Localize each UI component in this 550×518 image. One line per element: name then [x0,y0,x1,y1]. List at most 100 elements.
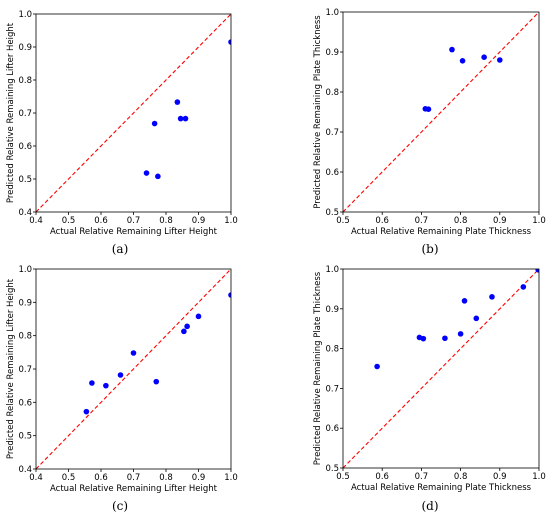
reference-line [35,13,232,213]
y-tick-label: 0.7 [325,128,339,138]
x-tick-label: 0.9 [493,472,507,482]
y-tick-label: 0.5 [325,208,339,218]
data-point [182,115,189,122]
data-point [374,363,380,370]
y-axis-label: Predicted Relative Remaining Plate Thick… [313,271,323,465]
data-points [422,6,542,112]
data-point [536,6,542,12]
x-axis-label: Actual Relative Remaining Lifter Height [50,227,218,237]
chart-panel-3: 0.4 0.5 0.6 0.7 0.8 0.9 1.0 0.4 0.5 0.6 0.7 0.8 0.9 1… [6,265,238,513]
y-tick-label: 0.5 [325,464,339,474]
data-point [459,58,466,64]
y-tick-label: 0.9 [325,48,339,58]
x-tick-label: 1.0 [224,473,238,483]
data-point [228,292,231,298]
data-point [117,372,124,378]
x-axis-label: Actual Relative Remaining Lifter Height [50,484,218,494]
data-point [143,170,150,176]
x-tick-label: 0.6 [375,216,389,226]
data-point [103,382,109,389]
x-tick-label: 0.6 [94,216,108,226]
x-tick-label: 0.7 [127,216,141,226]
panel-caption: (a) [112,242,129,256]
data-point [174,99,181,105]
x-tick-label: 0.5 [62,216,76,226]
reference-line [342,11,540,213]
y-tick-label: 0.7 [18,109,32,119]
chart-panel-2: 0.5 0.6 0.7 0.8 0.9 1.00.50.60.70.80.91.0Actu… [313,6,546,256]
data-point [155,173,161,180]
y-tick-label: 0.4 [18,465,32,475]
y-tick-label: 0.9 [325,305,339,315]
panel-caption: (c) [112,499,128,513]
y-tick-label: 1.0 [325,8,339,18]
data-point [153,378,160,385]
y-tick-label: 1.0 [325,265,339,275]
reference-line [35,268,232,470]
data-point [442,335,448,342]
y-axis-label: Predicted Relative Remaining Plate Thick… [313,15,323,209]
y-tick-label: 0.6 [18,142,32,152]
y-tick-label: 0.7 [325,384,339,394]
x-tick-label: 0.4 [29,473,43,483]
data-point [130,350,137,356]
x-axis-label: Actual Relative Remaining Plate Thicknes… [351,483,532,493]
y-tick-label: 0.4 [18,208,32,218]
x-axis-label: Actual Relative Remaining Plate Thicknes… [351,227,532,237]
data-point [461,298,468,304]
x-tick-label: 0.6 [94,473,108,483]
data-points [83,292,231,415]
y-axis-label: Predicted Relative Remaining Lifter Heig… [6,278,16,459]
y-tick-label: 0.8 [325,345,339,355]
y-tick-label: 0.6 [18,398,32,408]
panel-caption: (d) [421,499,438,513]
x-tick-label: 0.5 [336,216,350,226]
data-point [228,39,231,45]
y-tick-label: 0.8 [18,332,32,342]
x-tick-label: 0.8 [454,216,468,226]
data-point [481,54,487,60]
data-point [535,269,539,273]
y-tick-label: 0.8 [325,88,339,98]
data-point [473,315,480,322]
y-tick-label: 0.9 [18,43,32,53]
panel-caption: (b) [421,242,438,256]
x-tick-label: 0.5 [336,472,350,482]
y-tick-label: 0.5 [18,175,32,185]
x-tick-label: 0.8 [159,473,173,483]
y-tick-label: 0.5 [18,432,32,442]
data-point [177,115,184,122]
data-point [181,328,187,335]
x-tick-label: 0.4 [29,216,43,226]
data-point [420,335,427,342]
reference-line [342,268,540,469]
data-point [89,380,95,386]
y-tick-label: 0.7 [18,365,32,375]
x-tick-label: 0.6 [375,472,389,482]
data-point [457,331,464,337]
x-tick-label: 1.0 [532,472,546,482]
x-tick-label: 0.5 [62,473,76,483]
data-points [374,269,539,370]
x-tick-label: 0.8 [159,216,173,226]
x-tick-label: 0.7 [415,472,429,482]
chart-panel-1: 0.4 0.5 0.6 0.7 0.8 0.9 1.0 0.4 0.5 0.6 0.7 0.8 0.9 1… [6,10,238,256]
chart-panel-4: 0.5 0.6 0.7 0.8 0.9 1.00.50.60.70.80.91.0Actu… [313,265,546,513]
y-tick-label: 0.8 [18,76,32,86]
y-tick-label: 1.0 [18,265,32,275]
y-tick-label: 1.0 [18,10,32,20]
data-point [425,106,432,112]
data-point [184,323,190,330]
x-tick-label: 0.7 [127,473,141,483]
data-point [195,313,202,320]
x-tick-label: 0.9 [192,216,206,226]
data-point [83,408,90,415]
data-point [449,46,455,53]
y-tick-label: 0.6 [325,424,339,434]
x-tick-label: 0.9 [192,473,206,483]
y-tick-label: 0.6 [325,168,339,178]
x-tick-label: 0.7 [415,216,429,226]
y-tick-label: 0.9 [18,298,32,308]
x-tick-label: 1.0 [224,216,238,226]
